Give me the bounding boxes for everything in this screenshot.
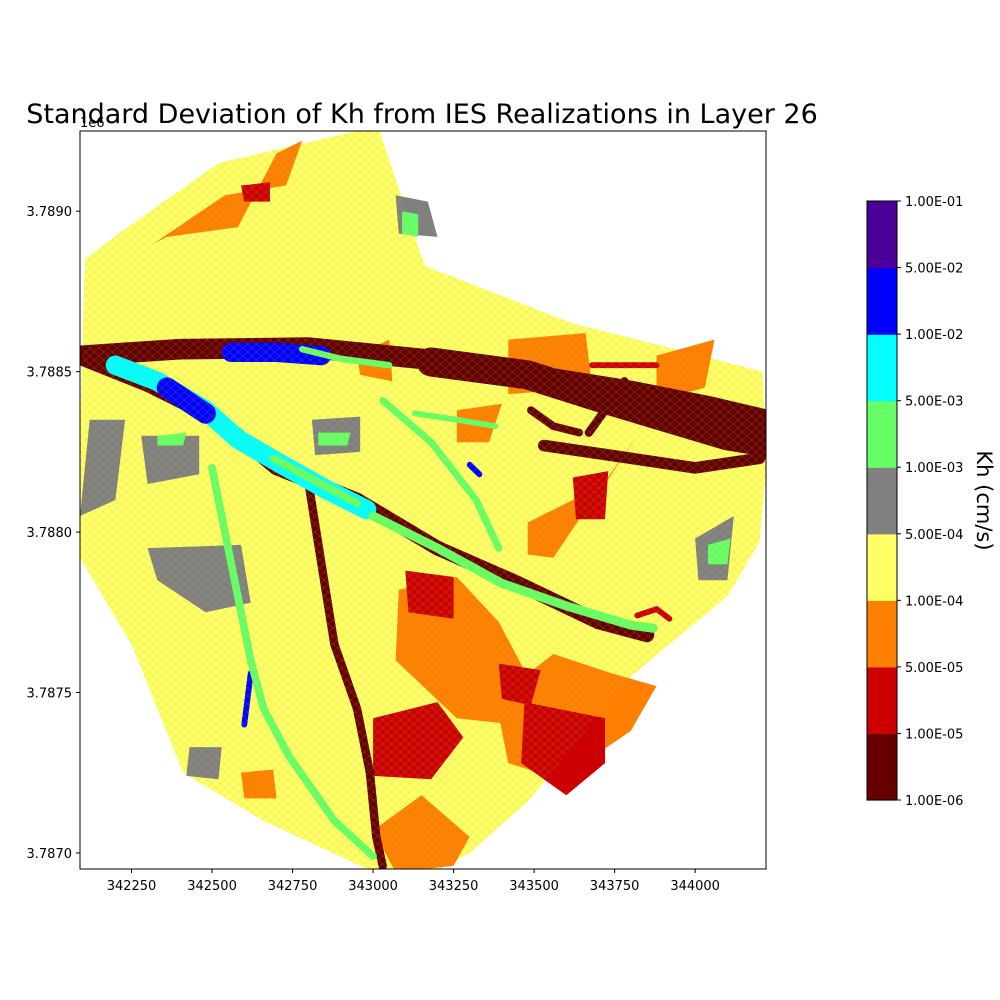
plot-area xyxy=(80,131,766,869)
y-tick-label: 3.7870 xyxy=(27,847,73,862)
x-axis: 342250 342500 342750 343000 343250 343500 3437… xyxy=(107,869,720,894)
colorbar-title: Kh (cm/s) xyxy=(972,450,996,550)
x-tick-label: 343750 xyxy=(590,879,640,894)
colorbar-segment xyxy=(867,733,897,801)
colorbar-tick-label: 1.00E-03 xyxy=(905,461,963,476)
chart-title: Standard Deviation of Kh from IES Realiz… xyxy=(26,99,818,130)
colorbar-frame xyxy=(866,200,898,801)
mesh-texture xyxy=(80,131,766,869)
y-tick-label: 3.7880 xyxy=(27,526,73,541)
y-axis: 3.7870 3.7875 3.7880 3.7885 3.7890 xyxy=(27,205,80,862)
colorbar-tick-label: 5.00E-03 xyxy=(905,395,963,410)
colorbar-segment xyxy=(867,267,897,335)
x-tick-label: 343000 xyxy=(348,879,398,894)
y-offset-label: 1e6 xyxy=(80,116,105,131)
colorbar-tick-label: 1.00E-02 xyxy=(905,328,963,343)
x-tick-label: 343500 xyxy=(509,879,559,894)
colorbar: 1.00E-06 1.00E-05 5.00E-05 1.00E-04 5.00E-04… xyxy=(866,195,996,809)
colorbar-segment xyxy=(867,533,897,601)
y-tick-label: 3.7875 xyxy=(27,687,73,702)
colorbar-tick-label: 1.00E-01 xyxy=(905,195,963,210)
grid-mesh-overlay xyxy=(80,131,766,869)
colorbar-segment xyxy=(867,467,897,535)
y-tick-label: 3.7885 xyxy=(27,366,73,381)
x-tick-label: 344000 xyxy=(670,879,720,894)
colorbar-segment xyxy=(867,201,897,269)
colorbar-tick-label: 5.00E-05 xyxy=(905,661,963,676)
x-tick-label: 342750 xyxy=(268,879,318,894)
colorbar-tick-label: 1.00E-05 xyxy=(905,727,963,742)
colorbar-tick-label: 5.00E-02 xyxy=(905,262,963,277)
colorbar-tick-label: 5.00E-04 xyxy=(905,528,963,543)
plot-frame xyxy=(79,130,767,870)
colorbar-segment xyxy=(867,600,897,668)
y-tick-label: 3.7890 xyxy=(27,205,73,220)
colorbar-segment xyxy=(867,400,897,468)
x-tick-label: 343250 xyxy=(429,879,479,894)
colorbar-segment xyxy=(867,666,897,735)
x-tick-label: 342250 xyxy=(107,879,157,894)
colorbar-segment xyxy=(867,334,897,402)
x-tick-label: 342500 xyxy=(187,879,237,894)
colorbar-tick-label: 1.00E-06 xyxy=(905,794,963,809)
colorbar-tick-label: 1.00E-04 xyxy=(905,594,963,609)
